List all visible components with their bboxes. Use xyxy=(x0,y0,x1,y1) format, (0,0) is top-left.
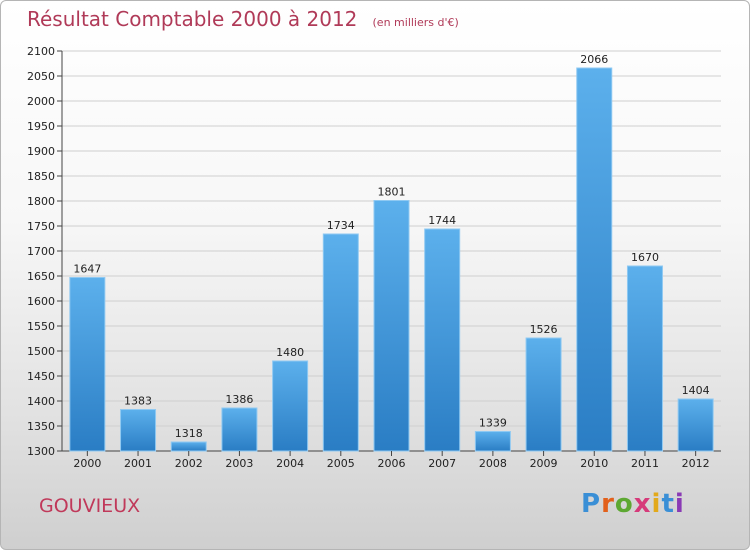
bar-value-label: 2066 xyxy=(580,53,608,66)
y-tick-label: 2000 xyxy=(27,95,55,108)
bar xyxy=(120,409,157,452)
commune-name: GOUVIEUX xyxy=(39,495,141,517)
y-tick-label: 1700 xyxy=(27,245,55,258)
chart-unit: (en milliers d'€) xyxy=(372,16,459,29)
bar xyxy=(525,337,562,452)
x-tick-label: 2007 xyxy=(428,457,456,470)
x-tick-label: 2006 xyxy=(378,457,406,470)
logo-letter: x xyxy=(633,489,652,519)
bar-value-label: 1386 xyxy=(225,393,253,406)
x-tick-label: 2012 xyxy=(682,457,710,470)
x-tick-label: 2000 xyxy=(73,457,101,470)
bar-value-label: 1801 xyxy=(378,186,406,199)
x-tick-label: 2008 xyxy=(479,457,507,470)
bar xyxy=(170,441,207,452)
bar xyxy=(221,407,258,452)
chart-title-block: Résultat Comptable 2000 à 2012 (en milli… xyxy=(27,7,459,31)
bar xyxy=(677,398,714,452)
logo-letter: o xyxy=(614,489,634,519)
y-tick-label: 1800 xyxy=(27,195,55,208)
y-tick-label: 2100 xyxy=(27,45,55,58)
proxiti-logo: Proxiti xyxy=(581,489,685,519)
x-tick-label: 2003 xyxy=(225,457,253,470)
y-tick-label: 1500 xyxy=(27,345,55,358)
logo-letter: i xyxy=(651,489,662,519)
x-tick-label: 2005 xyxy=(327,457,355,470)
bar xyxy=(474,431,511,452)
y-tick-label: 1750 xyxy=(27,220,55,233)
bar-value-label: 1339 xyxy=(479,417,507,430)
bar-value-label: 1670 xyxy=(631,251,659,264)
bar-value-label: 1647 xyxy=(73,263,101,276)
bar-value-label: 1383 xyxy=(124,395,152,408)
y-tick-label: 1450 xyxy=(27,370,55,383)
y-tick-label: 1900 xyxy=(27,145,55,158)
logo-letter: P xyxy=(581,489,602,519)
bar xyxy=(272,360,309,452)
bar-value-label: 1744 xyxy=(428,214,456,227)
logo-letter: r xyxy=(601,489,615,519)
bar-value-label: 1734 xyxy=(327,219,355,232)
y-tick-label: 1350 xyxy=(27,420,55,433)
y-tick-label: 1600 xyxy=(27,295,55,308)
y-tick-label: 1550 xyxy=(27,320,55,333)
x-tick-label: 2011 xyxy=(631,457,659,470)
bar-value-label: 1318 xyxy=(175,427,203,440)
bar xyxy=(424,228,461,452)
x-tick-label: 2004 xyxy=(276,457,304,470)
y-tick-label: 2050 xyxy=(27,70,55,83)
bar xyxy=(69,277,106,452)
bar-value-label: 1404 xyxy=(682,384,710,397)
bar xyxy=(322,233,359,452)
x-tick-label: 2009 xyxy=(530,457,558,470)
chart-title: Résultat Comptable 2000 à 2012 xyxy=(27,7,358,31)
bar xyxy=(626,265,663,452)
y-tick-label: 1950 xyxy=(27,120,55,133)
y-tick-label: 1650 xyxy=(27,270,55,283)
bar-chart: 1300 1350 1400 1450 1500 1550 1600 1650 1700 1750… xyxy=(27,45,721,470)
bar xyxy=(373,200,410,452)
bar-value-label: 1526 xyxy=(530,323,558,336)
logo-letter: i xyxy=(674,489,685,519)
logo-letter: t xyxy=(661,489,675,519)
y-tick-label: 1850 xyxy=(27,170,55,183)
bar-value-label: 1480 xyxy=(276,346,304,359)
y-tick-label: 1400 xyxy=(27,395,55,408)
bar xyxy=(576,67,613,452)
x-tick-label: 2010 xyxy=(580,457,608,470)
x-tick-label: 2001 xyxy=(124,457,152,470)
y-tick-label: 1300 xyxy=(27,445,55,458)
x-tick-label: 2002 xyxy=(175,457,203,470)
